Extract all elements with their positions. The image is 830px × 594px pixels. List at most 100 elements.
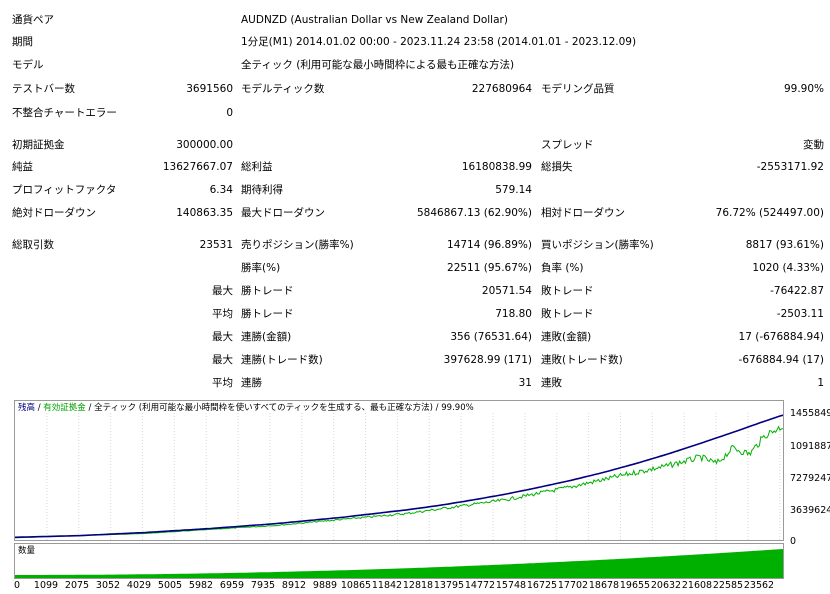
x-tick-label: 18678 [588,580,620,591]
cons-losses-count-label: 連敗(トレード数) [541,354,623,366]
cons-wins-money-label: 連勝(金額) [241,331,292,343]
quality-value: 99.90% [783,83,824,95]
loss-rate-value: 1020 (4.33%) [752,262,824,274]
cons-losses-money-label: 連敗(金額) [541,331,592,343]
max-drawdown-label: 最大ドローダウン [241,207,325,219]
long-positions-value: 8817 (93.61%) [745,239,824,251]
period-label: 期間 [12,36,33,48]
equity-line [15,425,783,539]
x-tick-label: 13795 [433,580,465,591]
max-label: 最大 [212,331,233,343]
avg-cons-losses-label: 連敗 [541,377,562,389]
abs-drawdown-label: 絶対ドローダウン [12,207,96,219]
volume-area [15,549,783,578]
y-tick-label: 0 [790,536,797,547]
volume-chart: 数量 [14,543,784,579]
x-tick-label: 2075 [64,580,90,591]
x-tick-label: 22585 [712,580,744,591]
x-tick-label: 3052 [95,580,121,591]
avg-win-label: 勝トレード [241,308,294,320]
ticks-value: 227680964 [471,83,532,95]
x-tick-label: 14772 [464,580,496,591]
max-label: 最大 [212,354,233,366]
loss-rate-label: 負率 (%) [541,262,584,274]
chart-legend: 残高 / 有効証拠金 / 全ティック (利用可能な最小時間枠を使いすべてのティッ… [18,402,474,414]
net-profit-label: 純益 [12,161,33,173]
bars-value: 3691560 [186,83,233,95]
symbol-label: 通貨ペア [12,14,54,26]
x-tick-label: 11842 [371,580,403,591]
long-positions-label: 買いポジション(勝率%) [541,239,654,251]
x-tick-label: 8912 [281,580,307,591]
errors-value: 0 [226,107,233,119]
balance-chart-plot [15,413,783,540]
expected-payoff-label: 期待利得 [241,184,283,196]
y-tick-label: 7279247 [790,473,830,484]
short-positions-value: 14714 (96.89%) [447,239,532,251]
cons-wins-count-label: 連勝(トレード数) [241,354,323,366]
model-value: 全ティック (利用可能な最小時間枠による最も正確な方法) [241,59,515,71]
avg-cons-wins-value: 31 [518,377,532,389]
net-profit-value: 13627667.07 [162,161,233,173]
largest-loss-value: -76422.87 [770,285,824,297]
y-tick-label: 10918871 [790,441,830,452]
largest-win-value: 20571.54 [481,285,532,297]
avg-label: 平均 [212,377,233,389]
volume-chart-plot [15,549,783,578]
legend-model: 全ティック (利用可能な最小時間枠を使いすべてのティックを生成する、最も正確な方… [94,403,433,413]
max-label: 最大 [212,285,233,297]
expected-payoff-value: 579.14 [495,184,532,196]
legend-equity: 有効証拠金 [43,403,86,413]
symbol-value: AUDNZD (Australian Dollar vs New Zealand… [241,14,508,26]
cons-wins-count-value: 397628.99 (171) [443,354,532,366]
win-rate-value: 22511 (95.67%) [447,262,532,274]
largest-win-label: 勝トレード [241,285,294,297]
avg-cons-wins-label: 連勝 [241,377,262,389]
legend-separator: / [85,403,95,413]
bars-label: テストバー数 [12,83,75,95]
avg-loss-label: 敗トレード [541,308,594,320]
x-tick-label: 21608 [681,580,713,591]
errors-label: 不整合チャートエラー [12,107,117,119]
x-tick-label: 6959 [219,580,245,591]
volume-label: 数量 [18,546,36,556]
avg-cons-losses-value: 1 [817,377,824,389]
period-value: 1分足(M1) 2014.01.02 00:00 - 2023.11.24 23… [241,36,637,48]
x-tick-label: 1099 [33,580,59,591]
y-tick-label: 3639624 [790,505,830,516]
y-tick-label: 14558495 [790,408,830,419]
cons-losses-money-value: 17 (-676884.94) [738,331,824,343]
profit-factor-value: 6.34 [209,184,233,196]
avg-loss-value: -2503.11 [776,308,824,320]
rel-drawdown-label: 相対ドローダウン [541,207,625,219]
profit-factor-label: プロフィットファクタ [12,184,117,196]
x-tick-label: 0 [14,580,21,591]
cons-wins-money-value: 356 (76531.64) [450,331,532,343]
deposit-value: 300000.00 [176,139,233,151]
short-positions-label: 売りポジション(勝率%) [241,239,354,251]
x-tick-label: 19655 [619,580,651,591]
quality-label: モデリング品質 [541,83,615,95]
legend-quality: 99.90% [441,403,474,413]
ticks-label: モデルティック数 [241,83,325,95]
total-trades-value: 23531 [199,239,233,251]
deposit-label: 初期証拠金 [12,139,65,151]
x-tick-label: 17702 [557,580,589,591]
x-tick-label: 15748 [495,580,527,591]
rel-drawdown-value: 76.72% (524497.00) [715,207,824,219]
x-tick-label: 9889 [312,580,338,591]
win-rate-label: 勝率(%) [241,262,281,274]
x-tick-label: 23562 [743,580,775,591]
spread-value: 変動 [803,139,824,151]
x-tick-label: 4029 [126,580,152,591]
x-tick-label: 16725 [526,580,558,591]
x-tick-label: 7935 [250,580,276,591]
x-tick-label: 20632 [650,580,682,591]
gross-profit-label: 総利益 [241,161,273,173]
total-trades-label: 総取引数 [12,239,54,251]
x-tick-label: 10865 [340,580,372,591]
balance-chart: 残高 / 有効証拠金 / 全ティック (利用可能な最小時間枠を使いすべてのティッ… [14,400,784,541]
legend-separator: / [432,403,442,413]
cons-losses-count-value: -676884.94 (17) [738,354,824,366]
gross-loss-label: 総損失 [541,161,573,173]
